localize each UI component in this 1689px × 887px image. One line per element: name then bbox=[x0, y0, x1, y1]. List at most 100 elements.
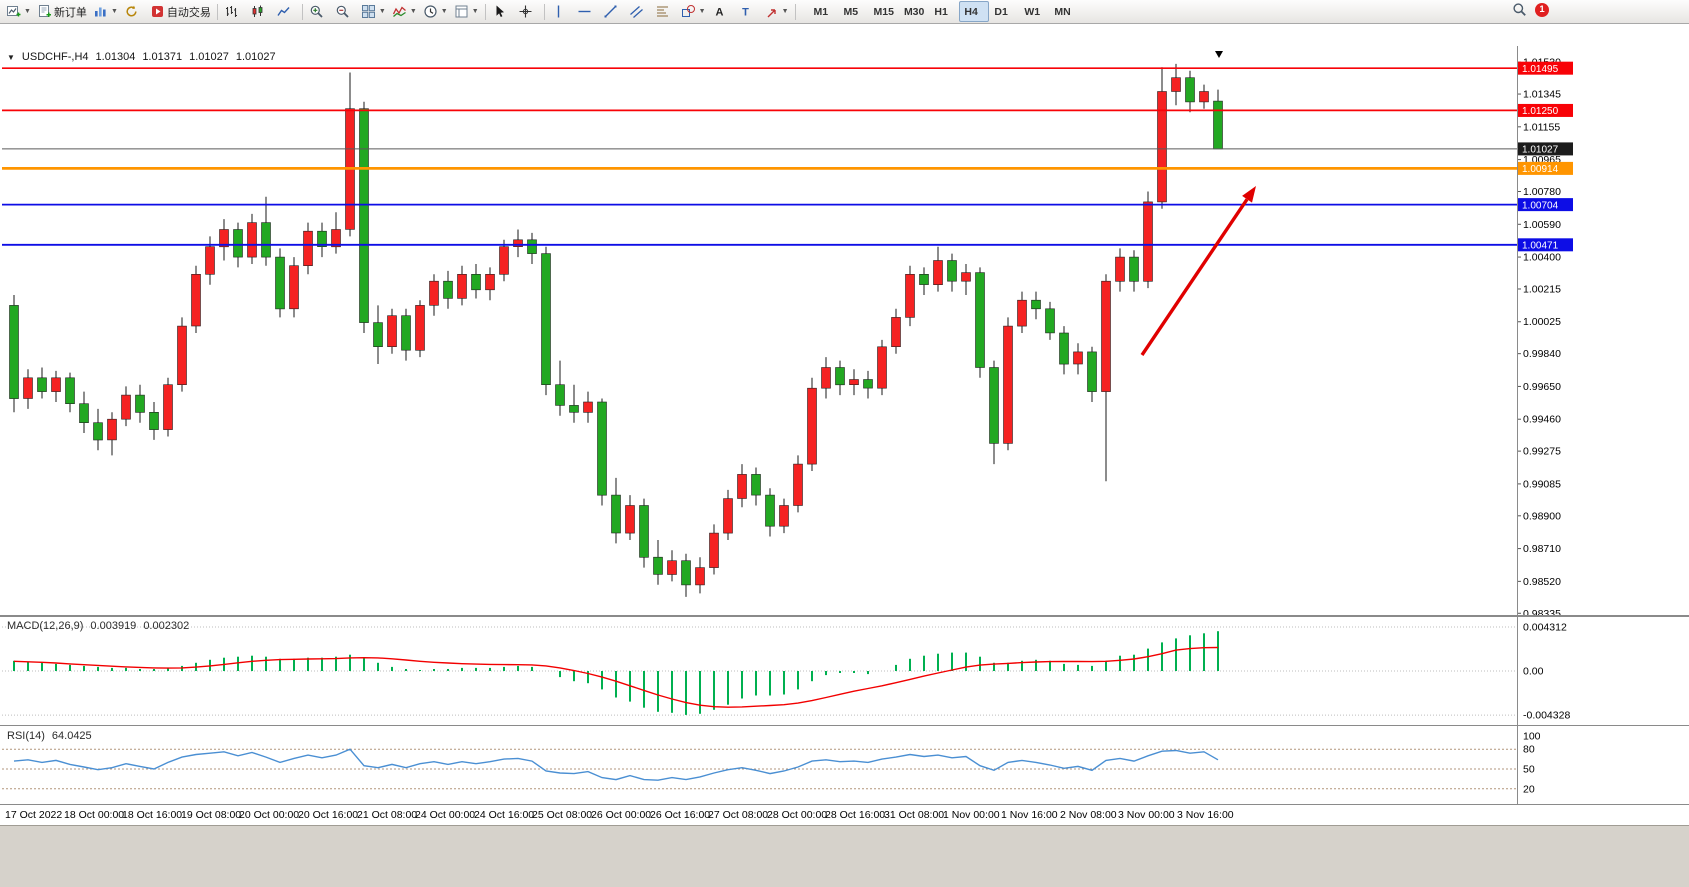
rsi-line bbox=[13, 748, 1219, 781]
bar-chart-button[interactable] bbox=[221, 1, 247, 22]
tile-icon bbox=[361, 4, 376, 19]
timeframe-mn-button[interactable]: MN bbox=[1054, 5, 1071, 18]
arrows-button[interactable]: ▼ bbox=[761, 1, 792, 22]
svg-text:1.00780: 1.00780 bbox=[1523, 186, 1561, 198]
svg-text:1.01155: 1.01155 bbox=[1523, 121, 1560, 133]
templates-button[interactable]: ▼ bbox=[451, 1, 482, 22]
window-bottom-area bbox=[0, 825, 1689, 887]
cursor-button[interactable] bbox=[489, 1, 515, 22]
symbol-period-label: USDCHF-,H4 bbox=[21, 51, 89, 63]
new-chart-button[interactable]: ▼ bbox=[3, 1, 34, 22]
price-line-label bbox=[1518, 238, 1573, 252]
arrows-icon bbox=[764, 4, 779, 19]
candles bbox=[9, 63, 1223, 597]
time-label: 1 Nov 16:00 bbox=[1001, 809, 1058, 821]
macd-panel[interactable]: 0.004312 0.00 -0.004328 bbox=[0, 616, 1689, 726]
label-icon: T bbox=[738, 4, 753, 19]
hline-icon bbox=[577, 4, 592, 19]
toolbar-separator bbox=[794, 3, 796, 20]
time-label: 20 Oct 16:00 bbox=[298, 809, 359, 821]
svg-text:1.00704: 1.00704 bbox=[1522, 200, 1559, 211]
macd-header: MACD(12,26,9) 0.003919 0.002302 bbox=[7, 620, 189, 632]
timeframe-h1-button[interactable]: H1 bbox=[934, 5, 948, 18]
cursor-icon bbox=[492, 4, 507, 19]
time-label: 19 Oct 08:00 bbox=[181, 809, 242, 821]
shapes-button[interactable]: ▼ bbox=[678, 1, 709, 22]
auto-trading-icon bbox=[150, 4, 165, 19]
svg-text:0.99650: 0.99650 bbox=[1523, 381, 1561, 393]
trendline-button[interactable] bbox=[600, 1, 626, 22]
chart-shift-marker[interactable] bbox=[1215, 51, 1223, 58]
trend-arrow-annotation[interactable] bbox=[1140, 186, 1256, 356]
fibo-icon bbox=[655, 4, 670, 19]
svg-text:0.98900: 0.98900 bbox=[1523, 510, 1561, 522]
candlestick-chart-button[interactable] bbox=[247, 1, 273, 22]
indicators-button[interactable]: ▼ bbox=[389, 1, 420, 22]
time-label: 18 Oct 00:00 bbox=[64, 809, 125, 821]
price-line-label bbox=[1518, 142, 1573, 156]
toolbar-right-group: 1 bbox=[1512, 2, 1549, 17]
timeframe-w1-button[interactable]: W1 bbox=[1024, 5, 1041, 18]
notification-badge[interactable]: 1 bbox=[1535, 2, 1549, 17]
new-order-button[interactable]: 新订单 bbox=[34, 1, 90, 22]
svg-text:0.98520: 0.98520 bbox=[1523, 576, 1561, 588]
chevron-down-icon: ▼ bbox=[781, 8, 789, 15]
time-label: 28 Oct 00:00 bbox=[767, 809, 828, 821]
time-label: 31 Oct 08:00 bbox=[884, 809, 945, 821]
timeframe-d1-button[interactable]: D1 bbox=[994, 5, 1008, 18]
equidistant-channel-button[interactable] bbox=[626, 1, 652, 22]
time-label: 28 Oct 16:00 bbox=[825, 809, 886, 821]
auto-trading-button[interactable]: 自动交易 bbox=[147, 1, 214, 22]
macd-main-value: 0.003919 bbox=[90, 620, 137, 632]
toolbar-separator bbox=[543, 3, 545, 20]
svg-text:-0.004328: -0.004328 bbox=[1523, 710, 1570, 722]
svg-text:T: T bbox=[742, 7, 749, 19]
time-label: 27 Oct 08:00 bbox=[708, 809, 769, 821]
timeframe-m15-button[interactable]: M15 bbox=[873, 5, 894, 18]
svg-text:0.98335: 0.98335 bbox=[1523, 608, 1561, 616]
toolbar-separator bbox=[484, 3, 486, 20]
svg-text:1.01495: 1.01495 bbox=[1522, 64, 1559, 75]
timeframe-m5-button[interactable]: M5 bbox=[843, 5, 859, 18]
price-chart[interactable]: 1.015301.013451.011551.009651.007801.005… bbox=[0, 46, 1689, 616]
chart-collapse-icon[interactable]: ▼ bbox=[7, 52, 15, 62]
tile-windows-button[interactable]: ▼ bbox=[358, 1, 389, 22]
chevron-down-icon: ▼ bbox=[24, 8, 31, 15]
line-chart-button[interactable] bbox=[273, 1, 299, 22]
svg-text:100: 100 bbox=[1523, 731, 1541, 743]
template-icon bbox=[454, 4, 469, 19]
timeframe-h4-button[interactable]: H4 bbox=[959, 1, 990, 22]
svg-text:0.00: 0.00 bbox=[1523, 666, 1544, 678]
price-line-label bbox=[1518, 161, 1573, 175]
charts-profile-button[interactable]: ▼ bbox=[90, 1, 121, 22]
chart-window[interactable]: 1.015301.013451.011551.009651.007801.005… bbox=[0, 23, 1689, 887]
price-axis[interactable]: 1.015301.013451.011551.009651.007801.005… bbox=[1517, 57, 1561, 616]
chevron-down-icon: ▼ bbox=[378, 8, 386, 15]
ohlc-low: 1.01027 bbox=[189, 51, 229, 63]
vertical-line-button[interactable] bbox=[548, 1, 574, 22]
profiles-icon bbox=[93, 4, 108, 19]
zoom-out-button[interactable] bbox=[332, 1, 358, 22]
text-label-button[interactable]: T bbox=[735, 1, 761, 22]
horizontal-line-button[interactable] bbox=[574, 1, 600, 22]
time-axis[interactable]: 17 Oct 2022 18 Oct 00:00 18 Oct 16:00 19 Oc… bbox=[0, 804, 1689, 826]
zoom-in-button[interactable] bbox=[306, 1, 332, 22]
crosshair-button[interactable] bbox=[515, 1, 541, 22]
search-icon[interactable] bbox=[1512, 2, 1527, 17]
periods-button[interactable]: ▼ bbox=[420, 1, 451, 22]
text-button[interactable]: A bbox=[709, 1, 735, 22]
time-label: 1 Nov 00:00 bbox=[943, 809, 1000, 821]
toolbar-separator bbox=[301, 3, 303, 20]
timeframe-m30-button[interactable]: M30 bbox=[903, 5, 925, 18]
svg-text:50: 50 bbox=[1523, 764, 1535, 776]
time-label: 17 Oct 2022 bbox=[5, 809, 63, 821]
timeframe-m1-button[interactable]: M1 bbox=[813, 5, 829, 18]
fibonacci-retracement-button[interactable] bbox=[652, 1, 678, 22]
svg-text:A: A bbox=[715, 7, 723, 19]
svg-text:1.00400: 1.00400 bbox=[1523, 252, 1561, 264]
market-watch-button[interactable] bbox=[121, 1, 147, 22]
macd-histogram bbox=[13, 631, 1219, 715]
text-icon: A bbox=[712, 4, 727, 19]
